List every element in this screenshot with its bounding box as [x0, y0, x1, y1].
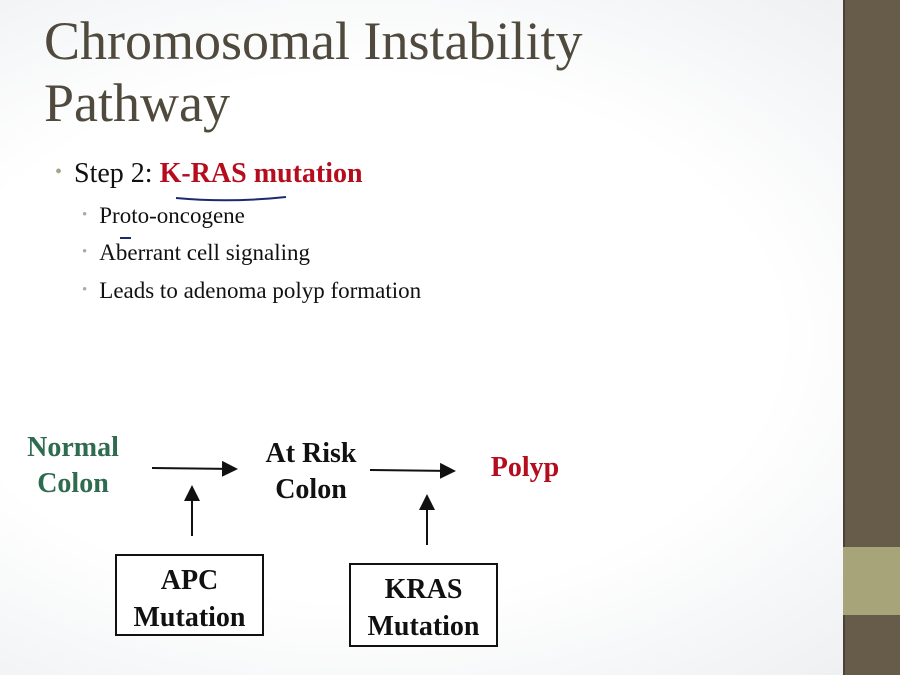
kras-mutation-box: KRAS Mutation: [349, 563, 498, 647]
slide-title: Chromosomal Instability Pathway: [44, 11, 583, 133]
sub-bullet-text: Aberrant cell signaling: [99, 240, 311, 265]
sub-bullet: • Aberrant cell signaling: [82, 240, 310, 266]
main-bullet: • Step 2: K-RAS mutation: [55, 158, 363, 190]
sub-bullet-text: Leads to adenoma polyp formation: [99, 278, 422, 303]
bullet-icon: •: [82, 207, 88, 223]
arrow-normal-to-atrisk: [151, 460, 238, 477]
sub-bullet-text: Proto-oncogene: [99, 203, 245, 228]
bullet-highlight: K-RAS mutation: [159, 158, 363, 189]
polyp-label: Polyp: [490, 452, 560, 483]
normal-colon-label: Normal Colon: [27, 432, 119, 499]
bullet-prefix: Step 2:: [74, 158, 160, 189]
bullet-icon: •: [82, 244, 88, 260]
sidebar-accent-band: [843, 547, 900, 615]
arrow-atrisk-to-polyp: [369, 462, 456, 479]
sub-bullet: • Proto-oncogene: [82, 203, 245, 229]
sub-bullet: • Leads to adenoma polyp formation: [82, 278, 421, 304]
bullet-icon: •: [82, 282, 88, 298]
at-risk-colon-label: At Risk Colon: [265, 438, 357, 505]
handwritten-underline: [175, 196, 287, 202]
bullet-icon: •: [55, 161, 63, 183]
apc-mutation-box: APC Mutation: [115, 554, 264, 636]
